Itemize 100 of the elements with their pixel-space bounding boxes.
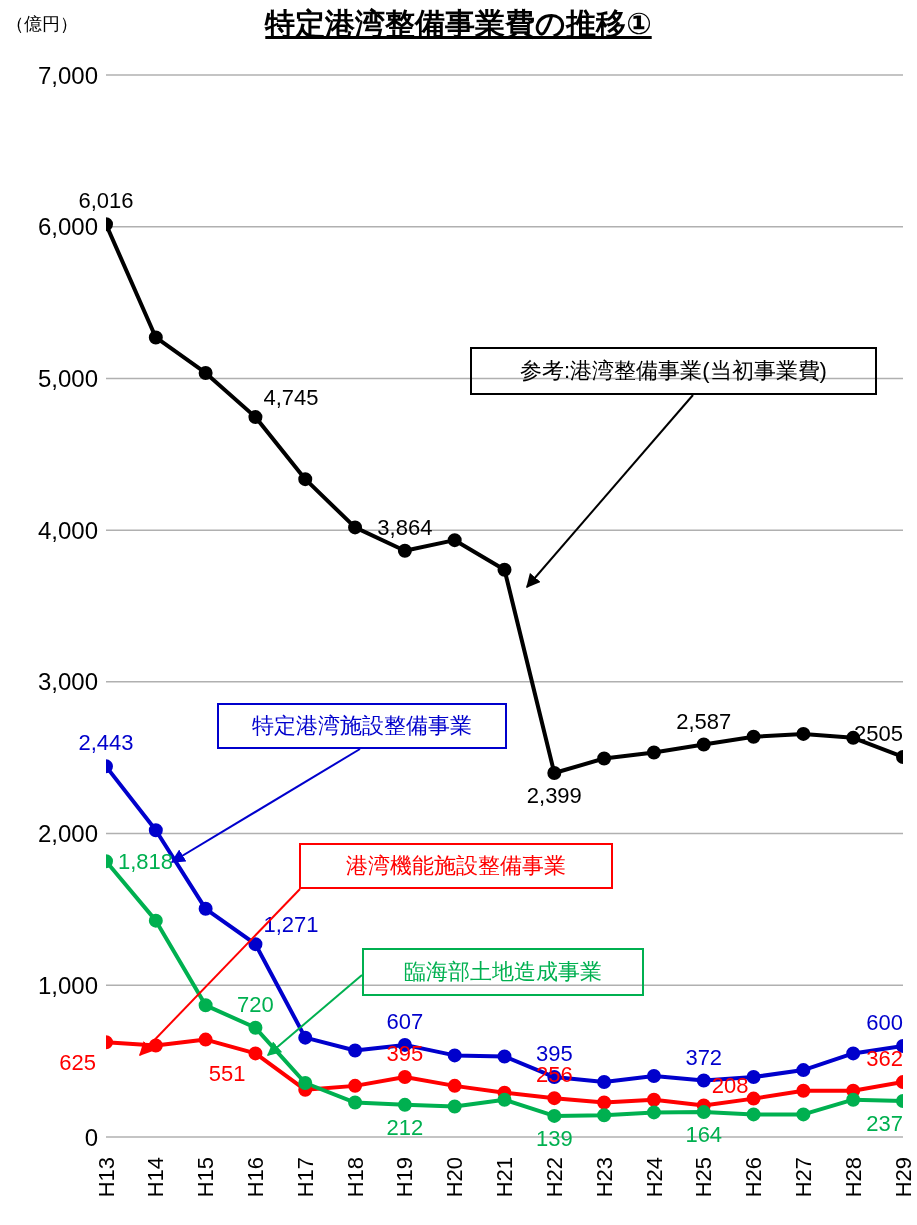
data-label: 4,745 xyxy=(263,385,319,411)
point xyxy=(597,1095,612,1110)
y-tick-label: 3,000 xyxy=(37,668,98,696)
y-tick-label: 5,000 xyxy=(37,364,98,392)
data-label: 1,818 xyxy=(118,849,174,875)
point xyxy=(796,1107,811,1122)
point xyxy=(497,1092,512,1107)
point xyxy=(348,1078,363,1093)
y-tick-label: 4,000 xyxy=(37,516,98,544)
y-tick-label: 1,000 xyxy=(37,971,98,999)
data-label: 1,271 xyxy=(263,912,319,938)
point xyxy=(148,1038,163,1053)
x-tick-label: H23 xyxy=(591,1157,617,1198)
point xyxy=(447,533,462,548)
point xyxy=(298,1075,313,1090)
point xyxy=(248,1046,263,1061)
point xyxy=(846,1046,861,1061)
point xyxy=(646,745,661,760)
point xyxy=(198,365,213,380)
point xyxy=(447,1048,462,1063)
x-tick-label: H22 xyxy=(541,1157,567,1198)
point xyxy=(198,901,213,916)
point xyxy=(397,1070,412,1085)
x-tick-label: H27 xyxy=(790,1157,816,1198)
point xyxy=(497,562,512,577)
x-tick-label: H26 xyxy=(741,1157,767,1198)
point xyxy=(198,998,213,1013)
x-tick-label: H28 xyxy=(840,1157,866,1198)
point xyxy=(547,1108,562,1123)
point xyxy=(248,937,263,952)
point xyxy=(198,1032,213,1047)
text: 特定港湾施設整備事業 xyxy=(217,703,507,749)
text: 臨海部土地造成事業 xyxy=(362,948,644,996)
y-tick-label: 7,000 xyxy=(37,61,98,89)
data-label: 2,443 xyxy=(78,730,134,756)
point xyxy=(397,1097,412,1112)
data-label: 164 xyxy=(685,1122,723,1148)
point xyxy=(348,1043,363,1058)
x-tick-label: H19 xyxy=(392,1157,418,1198)
point xyxy=(248,1020,263,1035)
text: 参考:港湾整備事業(当初事業費) xyxy=(470,347,877,395)
x-tick-label: H17 xyxy=(292,1157,318,1198)
x-tick-label: H25 xyxy=(691,1157,717,1198)
point xyxy=(746,729,761,744)
point xyxy=(746,1070,761,1085)
point xyxy=(348,520,363,535)
point xyxy=(447,1078,462,1093)
data-label: 6,016 xyxy=(78,188,134,214)
data-label: 625 xyxy=(59,1050,96,1076)
point xyxy=(746,1091,761,1106)
data-label: 372 xyxy=(685,1044,723,1070)
point xyxy=(447,1099,462,1114)
data-label: 212 xyxy=(386,1114,424,1140)
y-tick-label: 0 xyxy=(84,1123,98,1151)
point xyxy=(696,737,711,752)
data-label: 551 xyxy=(208,1061,246,1087)
data-label: 600 xyxy=(866,1009,903,1035)
point xyxy=(696,1073,711,1088)
x-tick-label: H24 xyxy=(641,1157,667,1198)
data-label: 2,399 xyxy=(526,783,582,809)
point xyxy=(397,543,412,558)
point xyxy=(796,726,811,741)
chart-title: 特定港湾整備事業費の推移① xyxy=(265,7,652,40)
point xyxy=(547,766,562,781)
point xyxy=(148,823,163,838)
point xyxy=(646,1069,661,1084)
point xyxy=(646,1105,661,1120)
x-tick-label: H18 xyxy=(342,1157,368,1198)
data-label: 3,864 xyxy=(377,514,433,540)
point xyxy=(348,1095,363,1110)
y-tick-label: 6,000 xyxy=(37,213,98,241)
data-label: 607 xyxy=(386,1008,424,1034)
x-tick-label: H14 xyxy=(143,1157,169,1198)
x-tick-label: H15 xyxy=(193,1157,219,1198)
point xyxy=(597,751,612,766)
point xyxy=(796,1083,811,1098)
y-axis-title: （億円） xyxy=(6,13,78,36)
data-label: 395 xyxy=(386,1041,424,1067)
point xyxy=(646,1092,661,1107)
data-label: 237 xyxy=(866,1111,903,1137)
point xyxy=(547,1091,562,1106)
point xyxy=(597,1074,612,1089)
point xyxy=(696,1105,711,1120)
data-label: 362 xyxy=(866,1046,903,1072)
point xyxy=(497,1049,512,1064)
point xyxy=(148,330,163,345)
data-label: 2,587 xyxy=(676,708,732,734)
x-tick-label: H16 xyxy=(243,1157,269,1198)
x-tick-label: H21 xyxy=(492,1157,518,1198)
data-label: 139 xyxy=(535,1125,573,1151)
point xyxy=(298,472,313,487)
data-label: 395 xyxy=(535,1041,573,1067)
data-label: 720 xyxy=(237,991,274,1017)
data-label: 208 xyxy=(711,1073,749,1099)
point xyxy=(248,410,263,425)
x-tick-label: H29 xyxy=(890,1157,916,1198)
point xyxy=(597,1108,612,1123)
point xyxy=(148,913,163,928)
point xyxy=(796,1063,811,1078)
x-tick-label: H20 xyxy=(442,1157,468,1198)
